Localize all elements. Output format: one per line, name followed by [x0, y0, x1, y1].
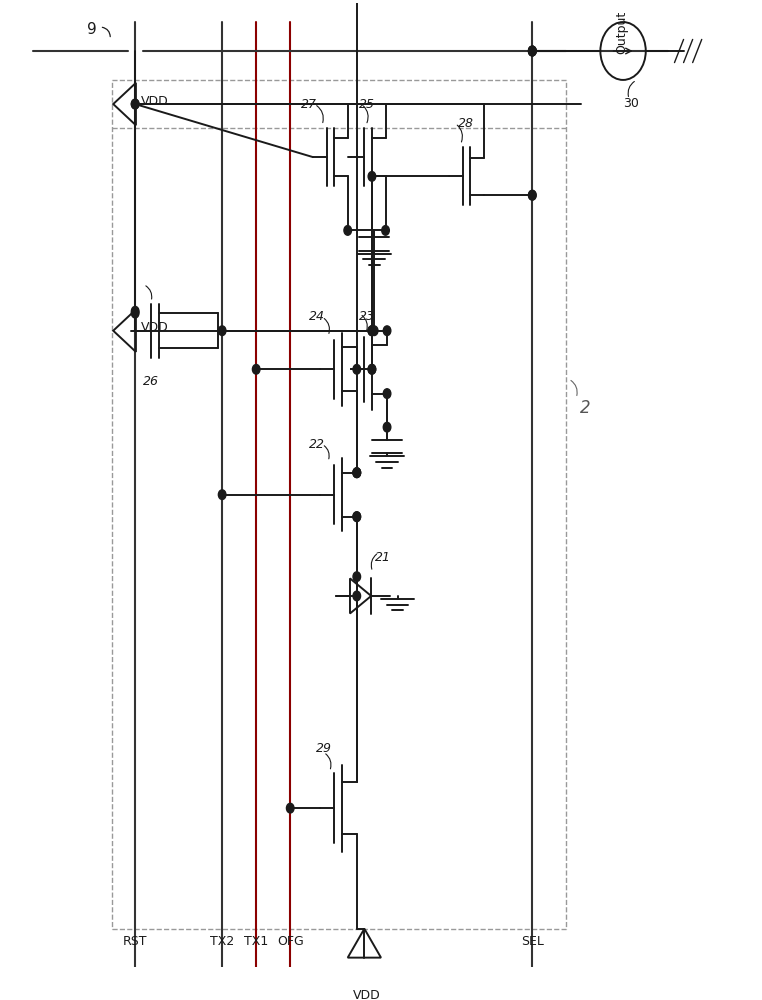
Circle shape — [131, 99, 139, 109]
Text: 24: 24 — [309, 310, 325, 323]
Text: 26: 26 — [143, 375, 159, 388]
Circle shape — [252, 364, 260, 374]
Circle shape — [353, 468, 360, 478]
Bar — [113, 80, 566, 929]
Circle shape — [353, 468, 360, 478]
Circle shape — [131, 306, 139, 316]
Circle shape — [353, 512, 360, 521]
Circle shape — [219, 326, 226, 336]
Text: 22: 22 — [309, 438, 325, 451]
Circle shape — [368, 326, 376, 336]
Text: TX1: TX1 — [244, 935, 268, 948]
Circle shape — [353, 364, 360, 374]
Circle shape — [383, 389, 391, 398]
Circle shape — [353, 512, 360, 521]
Circle shape — [353, 572, 360, 581]
Circle shape — [383, 326, 391, 336]
Circle shape — [344, 226, 351, 235]
Text: 25: 25 — [360, 98, 376, 111]
Circle shape — [131, 308, 139, 318]
Text: 27: 27 — [301, 98, 317, 111]
Circle shape — [529, 46, 536, 56]
Text: 30: 30 — [623, 97, 639, 110]
Text: Output: Output — [615, 10, 628, 54]
Circle shape — [382, 226, 389, 235]
Text: 28: 28 — [458, 117, 474, 130]
Circle shape — [368, 172, 376, 181]
Circle shape — [353, 468, 360, 478]
Circle shape — [529, 190, 536, 200]
Circle shape — [219, 490, 226, 499]
Text: 23: 23 — [360, 310, 376, 323]
Circle shape — [287, 803, 294, 813]
Circle shape — [529, 46, 536, 56]
Text: 2: 2 — [580, 399, 591, 417]
Text: VDD: VDD — [140, 95, 168, 108]
Circle shape — [529, 190, 536, 200]
Text: SEL: SEL — [521, 935, 544, 948]
Circle shape — [529, 46, 536, 56]
Circle shape — [370, 326, 378, 336]
Circle shape — [383, 422, 391, 432]
Text: 21: 21 — [375, 551, 391, 564]
Text: VDD: VDD — [353, 989, 380, 1000]
Text: 9: 9 — [87, 22, 97, 37]
Text: TX2: TX2 — [210, 935, 234, 948]
Text: VDD: VDD — [140, 321, 168, 334]
Text: RST: RST — [123, 935, 147, 948]
Circle shape — [529, 46, 536, 56]
Circle shape — [131, 99, 139, 109]
Circle shape — [368, 364, 376, 374]
Text: OFG: OFG — [277, 935, 303, 948]
Circle shape — [368, 326, 376, 336]
Text: 29: 29 — [316, 742, 332, 755]
Circle shape — [368, 364, 376, 374]
Circle shape — [368, 326, 376, 336]
Circle shape — [353, 591, 360, 601]
